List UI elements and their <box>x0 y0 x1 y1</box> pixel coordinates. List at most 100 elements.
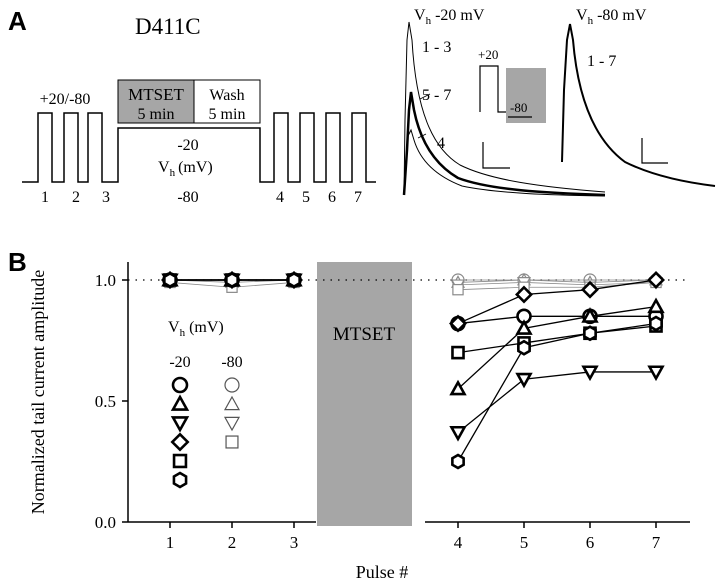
mtset-region-label: MTSET <box>333 324 396 345</box>
marker-triangle-down <box>647 365 665 382</box>
y-tick-label: 1.0 <box>95 271 116 290</box>
marker-hexagon <box>583 325 597 342</box>
series-line <box>457 282 657 286</box>
inset-plus20: +20 <box>478 47 498 62</box>
traces-m20-title: Vh -20 mV <box>414 7 485 27</box>
legend-col-minus20: -20 <box>169 354 190 371</box>
marker-diamond <box>449 314 467 333</box>
traces-m80-title: Vh -80 mV <box>576 7 647 27</box>
y-tick-label: 0.0 <box>95 513 116 532</box>
protocol-waveform <box>22 112 376 183</box>
marker-hexagon <box>172 471 188 489</box>
mtset-box <box>117 79 195 124</box>
marker-hexagon <box>451 453 465 470</box>
marker-hexagon <box>649 315 663 332</box>
panel-b-label: B <box>8 247 27 277</box>
hold-top-label: -20 <box>177 137 198 154</box>
series-line <box>457 322 657 462</box>
leader-5-7 <box>419 93 431 100</box>
pulse-number: 2 <box>72 189 80 206</box>
marker-triangle-down <box>515 372 533 389</box>
marker-triangle-up <box>449 379 467 396</box>
inset-pulse <box>479 65 506 113</box>
series-line <box>457 305 657 390</box>
marker-square <box>225 435 239 449</box>
pulse-number: 1 <box>41 189 49 206</box>
marker-diamond <box>647 271 665 289</box>
series-line <box>457 279 657 325</box>
mtset-label: MTSET <box>128 85 184 104</box>
pulse-number: 4 <box>276 189 284 206</box>
y-tick-label: 0.5 <box>95 392 116 411</box>
pulse-number: 6 <box>328 189 336 206</box>
series-line <box>457 315 656 325</box>
pulse-number: 5 <box>302 189 310 206</box>
construct-title: D411C <box>135 14 201 39</box>
x-axis-title: Pulse # <box>356 562 409 582</box>
marker-hexagon <box>163 271 177 289</box>
x-tick-label: 6 <box>586 533 595 552</box>
series-hexagon-vhminus20 <box>163 271 663 470</box>
mtset-shaded-region <box>317 262 412 526</box>
x-tick-label: 4 <box>454 533 463 552</box>
series-line <box>457 279 657 283</box>
marker-hexagon <box>517 339 531 356</box>
x-tick-label: 3 <box>290 533 299 552</box>
marker-triangle-up <box>581 307 599 323</box>
label-pulses-1-7: 1 - 7 <box>587 53 616 70</box>
marker-circle <box>171 376 189 394</box>
marker-square <box>451 345 465 360</box>
trace-pulses-1-3 <box>403 21 606 196</box>
scale-bar-m80 <box>641 138 668 164</box>
marker-triangle-down <box>449 425 467 442</box>
wash-duration: 5 min <box>209 106 246 123</box>
leader-4 <box>417 133 427 139</box>
marker-triangle-up <box>170 394 190 411</box>
wash-label: Wash <box>209 87 244 104</box>
panel-a-label: A <box>8 6 27 36</box>
marker-square <box>172 453 188 469</box>
x-tick-label: 2 <box>228 533 237 552</box>
marker-triangle-down <box>223 416 241 432</box>
marker-diamond <box>170 432 190 452</box>
scale-bar-m20 <box>482 142 510 169</box>
traces-vh-minus80: Vh -80 mV 1 - 7 <box>561 7 716 187</box>
pulse-number: 7 <box>354 189 362 206</box>
label-pulses-1-3: 1 - 3 <box>422 39 451 56</box>
mtset-duration: 5 min <box>138 106 175 123</box>
trace-pulse-4 <box>403 128 606 197</box>
legend: Vh (mV) -20 -80 <box>168 319 243 371</box>
pulse-number: 3 <box>102 189 110 206</box>
tail-current-chart: MTSET Vh (mV) -20 -80 Pulse # Normalized… <box>28 262 690 582</box>
hold-vh-label: Vh (mV) <box>158 159 213 179</box>
label-pulses-5-7: 5 - 7 <box>422 87 451 104</box>
marker-hexagon <box>287 271 301 289</box>
hold-bottom-label: -80 <box>177 189 198 206</box>
marker-triangle-down <box>170 416 190 433</box>
label-pulse-4: 4 <box>437 135 445 152</box>
series-line <box>457 371 656 433</box>
marker-hexagon <box>225 271 239 289</box>
marker-triangle-up <box>515 319 533 335</box>
legend-col-minus80: -80 <box>221 354 242 371</box>
inset-minus80: -80 <box>510 100 527 115</box>
marker-circle <box>224 377 240 393</box>
marker-triangle-up <box>647 297 665 314</box>
legend-title: Vh (mV) <box>168 319 224 339</box>
y-axis-title: Normalized tail current amplitude <box>28 270 48 514</box>
voltage-protocol: MTSET 5 min Wash 5 min +20/-80 -20 Vh (mV… <box>22 79 376 206</box>
trace-pulses-1-7 <box>561 23 716 187</box>
x-tick-label: 1 <box>166 533 175 552</box>
marker-triangle-up <box>223 395 241 411</box>
trace-pulses-5-7 <box>402 91 606 197</box>
series-line <box>457 325 657 354</box>
marker-diamond <box>515 285 533 304</box>
inset-mtset-shade <box>506 68 546 123</box>
x-tick-label: 5 <box>520 533 529 552</box>
marker-diamond <box>581 280 599 299</box>
wash-box <box>193 79 261 124</box>
marker-square <box>452 283 464 296</box>
marker-triangle-down <box>581 365 599 382</box>
pulse-label: +20/-80 <box>40 91 91 108</box>
